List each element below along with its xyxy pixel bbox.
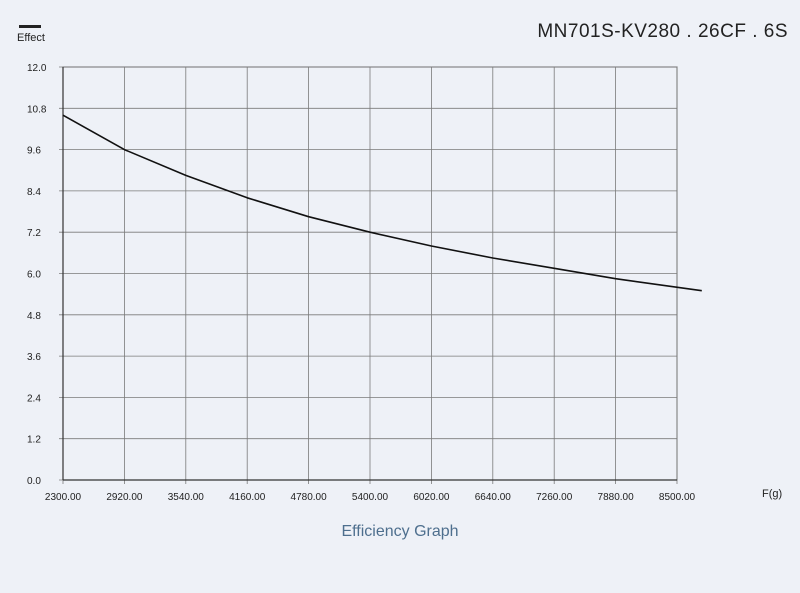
y-tick-label: 8.4 bbox=[27, 187, 41, 198]
x-tick-label: 4780.00 bbox=[291, 492, 328, 503]
legend-label-effect: Effect bbox=[17, 32, 45, 44]
x-tick-label: 4160.00 bbox=[229, 492, 266, 503]
y-tick-label: 3.6 bbox=[27, 352, 41, 363]
y-tick-label: 12.0 bbox=[27, 63, 47, 74]
y-tick-label: 10.8 bbox=[27, 104, 47, 115]
x-tick-label: 2920.00 bbox=[106, 492, 143, 503]
y-tick-label: 7.2 bbox=[27, 228, 41, 239]
x-tick-label: 2300.00 bbox=[45, 492, 82, 503]
x-tick-label: 8500.00 bbox=[659, 492, 696, 503]
x-tick-label: 6640.00 bbox=[475, 492, 512, 503]
x-tick-label: 3540.00 bbox=[168, 492, 205, 503]
y-tick-label: 4.8 bbox=[27, 311, 41, 322]
y-tick-label: 6.0 bbox=[27, 270, 41, 281]
y-tick-label: 1.2 bbox=[27, 435, 41, 446]
x-tick-label: 6020.00 bbox=[413, 492, 450, 503]
legend-swatch-effect bbox=[19, 25, 41, 28]
y-tick-label: 9.6 bbox=[27, 146, 41, 157]
chart-caption: Efficiency Graph bbox=[341, 523, 459, 540]
x-tick-label: 7880.00 bbox=[598, 492, 635, 503]
chart-title: MN701S-KV280 . 26CF . 6S bbox=[537, 21, 788, 42]
y-tick-label: 2.4 bbox=[27, 393, 41, 404]
x-tick-label: 7260.00 bbox=[536, 492, 573, 503]
series-line-effect bbox=[62, 114, 702, 292]
y-tick-label: 0.0 bbox=[27, 476, 41, 487]
x-tick-label: 5400.00 bbox=[352, 492, 389, 503]
x-axis-label: F(g) bbox=[762, 488, 783, 500]
